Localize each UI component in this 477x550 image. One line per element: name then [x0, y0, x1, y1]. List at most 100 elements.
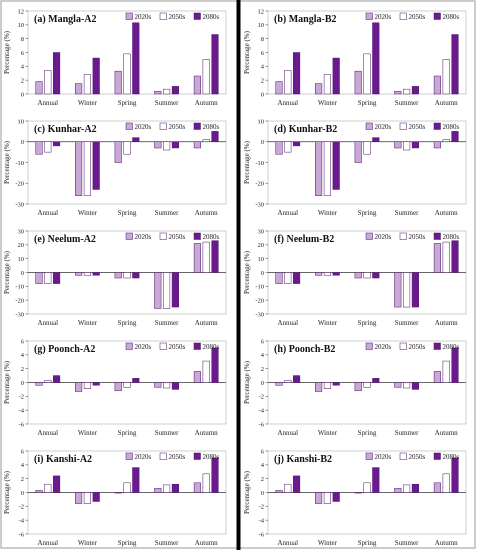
bar-2020s-annual — [275, 81, 283, 95]
bar-2080s-autumn — [211, 240, 219, 273]
legend-swatch-2050s — [399, 342, 407, 350]
bar-2050s-autumn — [202, 241, 210, 273]
bar-2080s-winter — [92, 492, 100, 502]
category-label: Winter — [318, 99, 338, 107]
bar-2050s-annual — [284, 141, 292, 153]
y-tick-label: 6 — [21, 338, 25, 345]
y-tick-label: -6 — [259, 531, 265, 538]
bar-2020s-annual — [35, 382, 43, 386]
y-tick-label: 0 — [21, 139, 24, 146]
legend-label: 2080s — [443, 123, 460, 131]
bar-2020s-summer — [394, 382, 402, 388]
category-label: Annual — [37, 429, 58, 437]
bar-2020s-spring — [114, 272, 122, 279]
category-label: Summer — [155, 429, 179, 437]
category-label: Autumn — [435, 99, 458, 107]
bar-2080s-summer — [171, 141, 179, 149]
legend-label: 2020s — [135, 453, 152, 461]
legend-swatch-2050s — [159, 342, 167, 350]
y-tick-label: 2 — [261, 77, 264, 84]
bar-2020s-summer — [154, 90, 162, 95]
panel-a-mangla-a2: 0 2 4 6 8 10 12 Percentage (%) Annual Winter Sprin… — [3, 8, 227, 107]
bar-2020s-annual — [35, 490, 43, 493]
y-tick-label: 6 — [261, 338, 265, 345]
bar-2050s-summer — [403, 272, 411, 308]
bar-2080s-autumn — [451, 240, 459, 273]
legend-swatch-2020s — [125, 122, 133, 130]
bar-2020s-winter — [75, 83, 83, 95]
category-label: Spring — [358, 319, 377, 327]
bar-2020s-autumn — [433, 482, 441, 493]
bar-2080s-winter — [332, 492, 340, 502]
y-tick-label: -10 — [15, 284, 24, 291]
bar-2050s-annual — [284, 380, 292, 383]
y-tick-label: -20 — [15, 181, 24, 188]
legend-label: 2020s — [135, 123, 152, 131]
bar-2020s-annual — [35, 272, 43, 284]
y-tick-label: 4 — [21, 352, 25, 359]
y-tick-label: -6 — [259, 421, 265, 428]
legend-label: 2050s — [409, 453, 426, 461]
category-label: Summer — [155, 319, 179, 327]
panel-j-kanshi-b2: -6 -4 -2 0 2 4 6 Percentage (%) Annual Winter Spri… — [243, 448, 467, 547]
category-label: Spring — [358, 99, 377, 107]
bar-2080s-autumn — [451, 131, 459, 142]
legend-swatch-2020s — [365, 342, 373, 350]
category-label: Annual — [277, 429, 298, 437]
y-tick-label: -10 — [15, 160, 24, 167]
legend-swatch-2080s — [433, 232, 441, 240]
legend-swatch-2050s — [159, 452, 167, 460]
y-tick-label: -30 — [255, 311, 264, 318]
bar-2020s-annual — [275, 141, 283, 155]
bar-2080s-summer — [411, 382, 419, 390]
bar-2050s-winter — [83, 492, 91, 504]
legend-swatch-2080s — [193, 232, 201, 240]
bar-2050s-spring — [363, 272, 371, 279]
category-label: Annual — [277, 539, 298, 547]
y-tick-label: 0 — [21, 270, 24, 277]
bar-2020s-spring — [114, 382, 122, 392]
legend-swatch-2020s — [125, 452, 133, 460]
y-tick-label: 10 — [18, 22, 25, 29]
bar-2080s-annual — [293, 52, 301, 95]
bar-2050s-annual — [284, 483, 292, 493]
legend-label: 2080s — [443, 13, 460, 21]
bar-2050s-spring — [363, 482, 371, 493]
legend-label: 2050s — [169, 233, 186, 241]
y-tick-label: 0 — [21, 380, 24, 387]
category-label: Winter — [318, 209, 338, 217]
bar-2020s-annual — [35, 81, 43, 95]
bar-2050s-annual — [284, 272, 292, 284]
bar-2080s-spring — [132, 22, 140, 95]
bar-2080s-summer — [411, 86, 419, 95]
y-tick-label: -20 — [255, 181, 264, 188]
bar-2080s-spring — [132, 467, 140, 493]
legend-swatch-2050s — [399, 122, 407, 130]
y-tick-label: -4 — [19, 517, 25, 524]
y-tick-label: 10 — [18, 256, 25, 263]
legend-swatch-2050s — [399, 452, 407, 460]
category-label: Annual — [37, 539, 58, 547]
bar-2020s-winter — [315, 492, 323, 504]
category-label: Annual — [277, 209, 298, 217]
bar-2020s-spring — [354, 70, 362, 95]
bar-2080s-annual — [293, 272, 301, 284]
panel-title: (h) Poonch-B2 — [274, 344, 335, 355]
panel-e-neelum-a2: -30 -20 -10 0 10 20 30 Percentage (%) Annual Wint… — [3, 228, 227, 327]
legend-label: 2020s — [375, 13, 392, 21]
bar-2020s-spring — [114, 492, 122, 494]
category-label: Winter — [78, 429, 98, 437]
category-label: Autumn — [435, 319, 458, 327]
y-tick-label: 10 — [258, 22, 265, 29]
bar-2080s-spring — [372, 22, 380, 95]
category-label: Autumn — [195, 319, 218, 327]
bar-2020s-autumn — [193, 371, 201, 383]
y-tick-label: -6 — [19, 531, 25, 538]
category-label: Annual — [37, 99, 58, 107]
category-label: Winter — [318, 539, 338, 547]
legend-label: 2050s — [409, 343, 426, 351]
bar-2020s-summer — [154, 272, 162, 309]
bar-2050s-autumn — [442, 360, 450, 383]
bar-2080s-spring — [132, 272, 140, 279]
y-tick-label: -30 — [15, 311, 24, 318]
